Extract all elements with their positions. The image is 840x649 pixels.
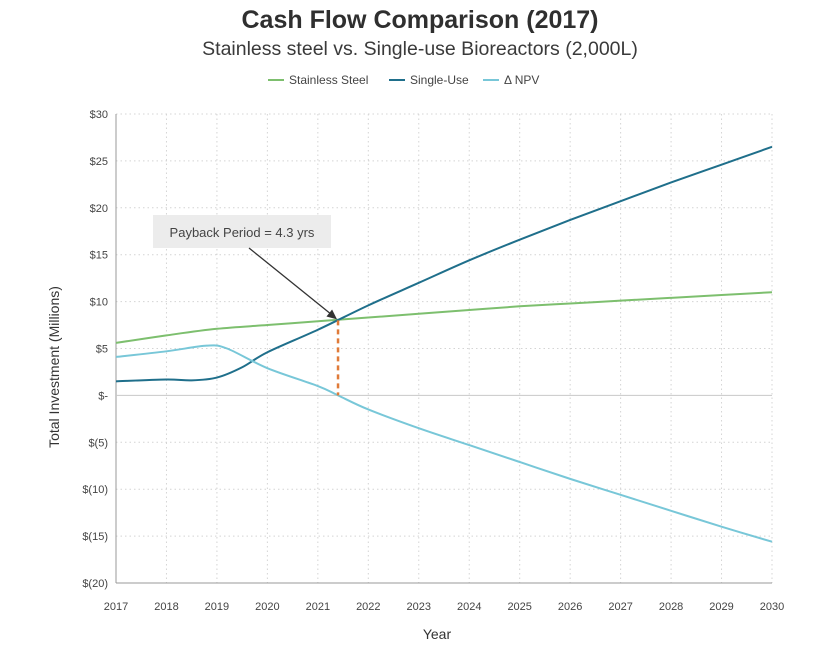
x-tick-label: 2017 xyxy=(104,601,128,613)
series-line-stainless-steel xyxy=(115,291,773,344)
chart-subtitle: Stainless steel vs. Single-use Bioreacto… xyxy=(202,38,638,60)
x-tick-label: 2027 xyxy=(608,601,632,613)
y-tick-label: $- xyxy=(98,390,108,402)
y-axis-title: Total Investment (Millions) xyxy=(46,286,62,448)
annotation-text: Payback Period = 4.3 yrs xyxy=(170,225,315,240)
series-line-npv xyxy=(115,344,773,543)
legend-label-stainless-steel: Stainless Steel xyxy=(289,73,368,87)
series-lines xyxy=(115,145,773,543)
annotation-box xyxy=(153,215,331,248)
x-tick-label: 2018 xyxy=(154,601,178,613)
y-tick-label: $5 xyxy=(96,344,108,356)
x-tick-label: 2024 xyxy=(457,601,481,613)
y-tick-label: $(15) xyxy=(82,531,108,543)
chart-title: Cash Flow Comparison (2017) xyxy=(241,6,599,34)
annotation-arrow-head xyxy=(326,309,338,320)
y-tick-label: $30 xyxy=(90,109,108,121)
x-tick-label: 2019 xyxy=(205,601,229,613)
x-axis-title: Year xyxy=(423,626,452,642)
y-tick-label: $25 xyxy=(90,156,108,168)
series-line-single-use xyxy=(115,145,773,383)
y-tick-label: $(5) xyxy=(88,437,108,449)
y-tick-label: $15 xyxy=(90,250,108,262)
x-tick-label: 2029 xyxy=(709,601,733,613)
legend-label-npv: Δ NPV xyxy=(504,73,539,87)
annotations: Payback Period = 4.3 yrs xyxy=(153,215,340,396)
y-tick-label: $10 xyxy=(90,297,108,309)
y-tick-label: $(10) xyxy=(82,484,108,496)
legend: Stainless Steel Single-Use Δ NPV xyxy=(268,73,539,87)
x-tick-label: 2023 xyxy=(407,601,431,613)
x-tick-label: 2020 xyxy=(255,601,279,613)
y-tick-label: $20 xyxy=(90,203,108,215)
legend-label-single-use: Single-Use xyxy=(410,73,469,87)
x-tick-label: 2026 xyxy=(558,601,582,613)
x-tick-label: 2028 xyxy=(659,601,683,613)
grid xyxy=(116,113,773,584)
x-tick-label: 2025 xyxy=(507,601,531,613)
x-tick-label: 2021 xyxy=(306,601,330,613)
y-tick-label: $(20) xyxy=(82,578,108,590)
axes: $30 $25 $20 $15 $10 $5 $- $(5) $(10) $(15) $(20) 20… xyxy=(82,109,784,613)
x-tick-label: 2030 xyxy=(760,601,784,613)
annotation-arrow-line xyxy=(248,247,336,318)
x-tick-label: 2022 xyxy=(356,601,380,613)
